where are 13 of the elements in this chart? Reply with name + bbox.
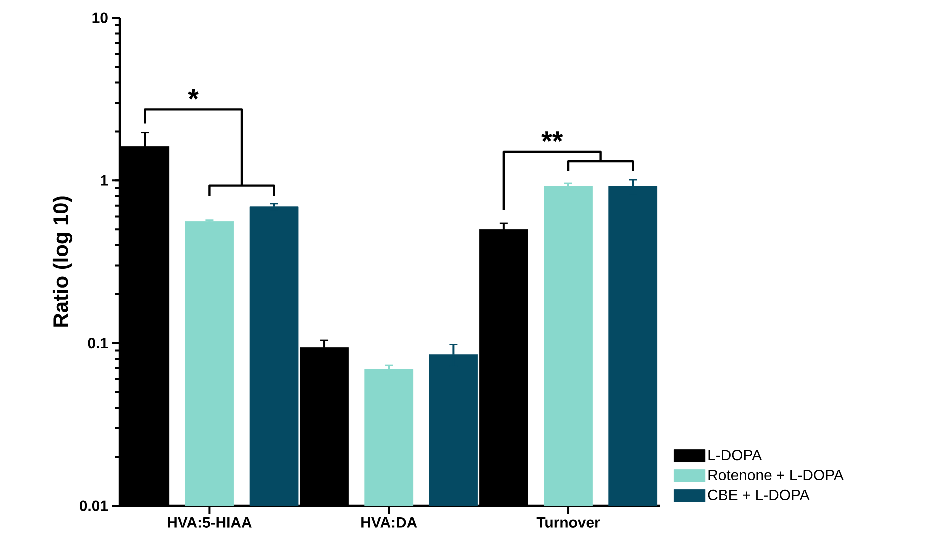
x-tick-label: Turnover: [536, 518, 600, 528]
legend-label: Rotenone + L-DOPA: [708, 470, 844, 481]
y-tick-label: 10: [92, 12, 108, 24]
legend-label: CBE + L-DOPA: [708, 490, 810, 500]
annotation: *: [188, 89, 199, 100]
y-axis-title: Ratio (log 10): [52, 196, 73, 327]
annotation: **: [542, 132, 564, 142]
y-tick-label: 0.01: [80, 500, 108, 512]
x-tick-label: HVA:5-HIAA: [168, 518, 252, 528]
legend-label: L-DOPA: [708, 450, 762, 461]
y-tick-label: 0.1: [88, 338, 108, 349]
x-tick-label: HVA:DA: [362, 518, 418, 528]
y-tick-label: 1: [101, 176, 108, 186]
